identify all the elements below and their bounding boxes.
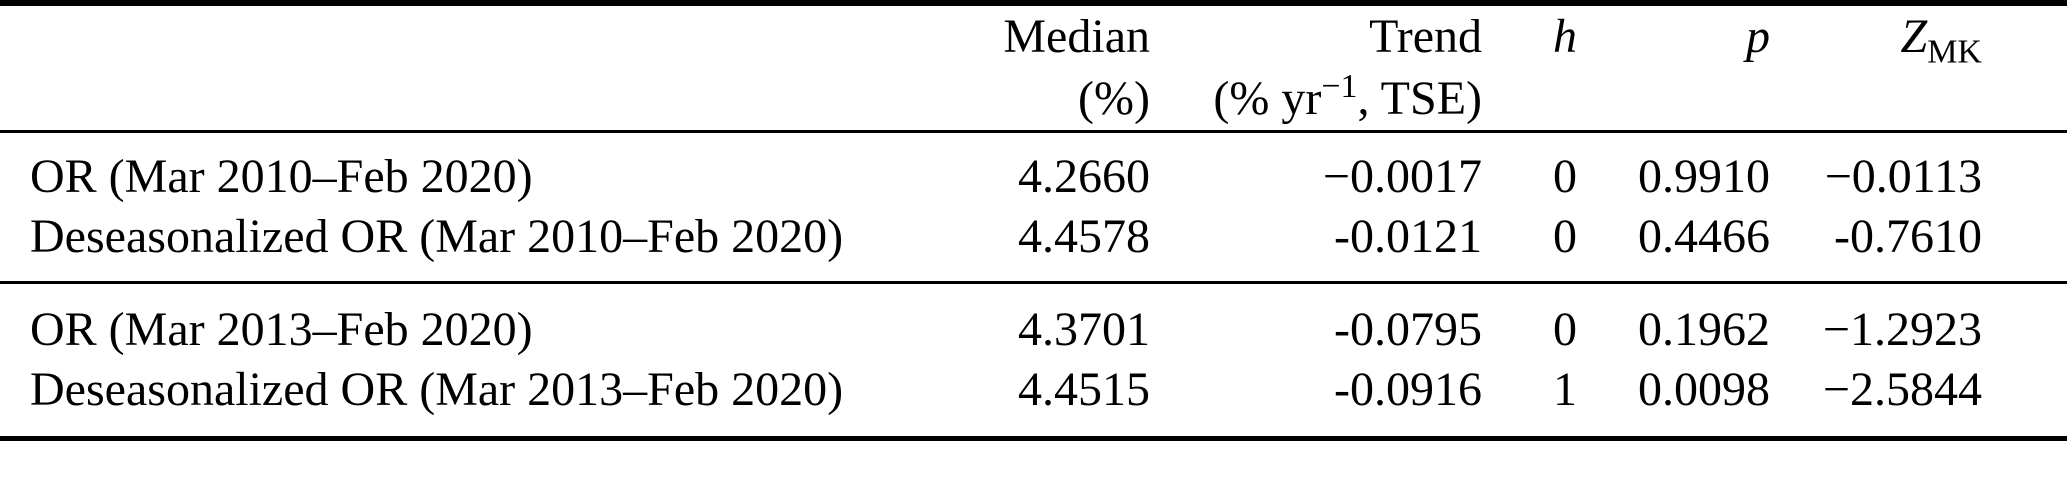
header-h: h — [1482, 3, 1577, 133]
cell-h: 1 — [1553, 363, 1577, 416]
cell-median: 4.4515 — [1018, 363, 1150, 416]
cell-h: 0 — [1482, 207, 1577, 284]
cell-zmk: −0.0113 — [1824, 150, 1982, 203]
header-h-symbol: h — [1553, 10, 1577, 63]
cell-trend: -0.0916 — [1334, 363, 1482, 416]
cell-p: 0.0098 — [1638, 363, 1770, 416]
cell-zmk: -0.7610 — [1770, 207, 2067, 284]
trend-units-exponent: −1 — [1321, 68, 1358, 105]
cell-p: 0.4466 — [1577, 207, 1770, 284]
header-row: Median (%) Trend (% yr−1, TSE) h p ZMK — [0, 3, 2067, 133]
row-label: OR (Mar 2013–Feb 2020) — [30, 303, 533, 356]
cell-p: 0.9910 — [1638, 150, 1770, 203]
table-group-2013-2020: OR (Mar 2013–Feb 2020) 4.3701 -0.0795 0 … — [0, 283, 2067, 439]
cell-trend: -0.0121 — [1150, 207, 1482, 284]
header-z-subscript: MK — [1927, 33, 1982, 71]
header-trend-line1: Trend — [1369, 10, 1482, 63]
row-label: Deseasonalized OR (Mar 2013–Feb 2020) — [30, 363, 844, 416]
header-zmk: ZMK — [1770, 3, 2067, 133]
header-median-line1: Median — [1003, 10, 1150, 63]
cell-zmk: −1.2923 — [1822, 303, 1982, 356]
cell-median: 4.3701 — [1018, 303, 1150, 356]
header-p: p — [1577, 3, 1770, 133]
table-group-2010-2020: OR (Mar 2010–Feb 2020) 4.2660 −0.0017 0 … — [0, 132, 2067, 284]
table-row: OR (Mar 2010–Feb 2020) 4.2660 −0.0017 0 … — [0, 132, 2067, 208]
row-label: Deseasonalized OR (Mar 2010–Feb 2020) — [0, 207, 900, 284]
trend-statistics-table: Median (%) Trend (% yr−1, TSE) h p ZMK O — [0, 0, 2067, 441]
cell-zmk: −2.5844 — [1822, 363, 1982, 416]
cell-h: 0 — [1553, 150, 1577, 203]
cell-h: 0 — [1553, 303, 1577, 356]
table-row: Deseasonalized OR (Mar 2013–Feb 2020) 4.… — [0, 360, 2067, 439]
cell-p: 0.1962 — [1638, 303, 1770, 356]
cell-trend: -0.0795 — [1334, 303, 1482, 356]
table-header: Median (%) Trend (% yr−1, TSE) h p ZMK — [0, 3, 2067, 133]
table-row: Deseasonalized OR (Mar 2010–Feb 2020) 4.… — [0, 207, 2067, 284]
cell-trend: −0.0017 — [1322, 150, 1482, 203]
cell-median: 4.4578 — [900, 207, 1150, 284]
header-trend: Trend (% yr−1, TSE) — [1150, 3, 1482, 133]
header-row-label — [0, 3, 900, 133]
trend-units-suffix: , TSE) — [1357, 72, 1482, 125]
header-trend-line2: (% yr−1, TSE) — [1150, 68, 1482, 130]
header-median-line2: (%) — [1078, 72, 1150, 125]
header-median: Median (%) — [900, 3, 1150, 133]
row-label: OR (Mar 2010–Feb 2020) — [30, 150, 533, 203]
trend-units-prefix: (% yr — [1213, 72, 1322, 125]
header-p-symbol: p — [1746, 10, 1770, 63]
cell-median: 4.2660 — [1018, 150, 1150, 203]
header-z-symbol: Z — [1900, 10, 1928, 63]
table-row: OR (Mar 2013–Feb 2020) 4.3701 -0.0795 0 … — [0, 283, 2067, 361]
header-empty — [30, 6, 900, 68]
